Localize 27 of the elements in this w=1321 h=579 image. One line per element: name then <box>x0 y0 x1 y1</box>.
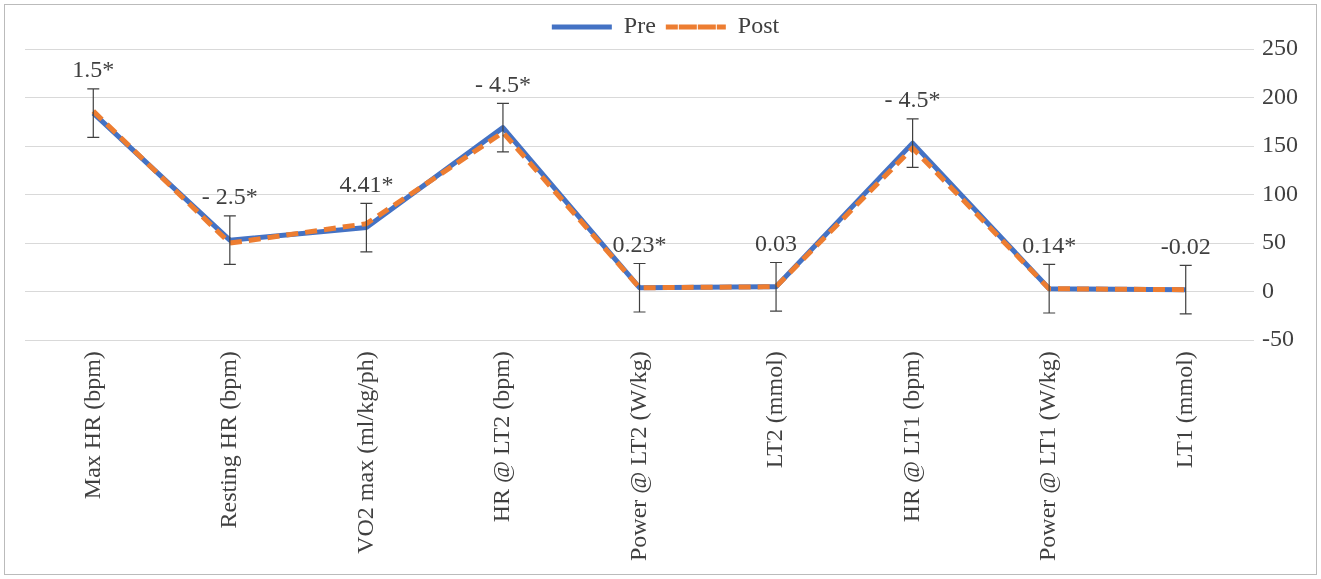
legend-label: Pre <box>623 12 656 39</box>
x-tick-label: LT1 (mmol) <box>1171 351 1198 469</box>
x-tick-label: Power @ LT1 (W/kg) <box>1034 351 1061 562</box>
x-tick-label: Power @ LT2 (W/kg) <box>624 351 651 562</box>
annotation: 0.14* <box>1022 231 1077 258</box>
annotation: 4.41* <box>339 170 394 197</box>
annotation: - 4.5* <box>474 70 531 97</box>
y-tick-label: 0 <box>1262 276 1274 303</box>
y-tick-label: 150 <box>1262 131 1298 158</box>
x-tick-label: HR @ LT1 (bpm) <box>897 351 924 523</box>
x-tick-label: Max HR (bpm) <box>78 351 105 500</box>
x-tick-label: HR @ LT2 (bpm) <box>488 351 515 523</box>
legend-label: Post <box>737 12 780 39</box>
annotation: 0.23* <box>612 230 667 257</box>
x-tick-label: Resting HR (bpm) <box>215 351 242 529</box>
y-tick-label: -50 <box>1262 325 1294 352</box>
annotation: - 2.5* <box>201 183 258 210</box>
x-tick-label: VO2 max (ml/kg/ph) <box>351 351 378 554</box>
annotation: 0.03 <box>755 229 798 256</box>
annotation: - 4.5* <box>884 86 941 113</box>
annotation: 1.5* <box>72 56 115 83</box>
y-tick-label: 200 <box>1262 82 1298 109</box>
y-tick-label: 100 <box>1262 179 1298 206</box>
annotation: -0.02 <box>1160 232 1211 259</box>
x-tick-label: LT2 (mmol) <box>761 351 788 469</box>
y-tick-label: 50 <box>1262 228 1286 255</box>
y-tick-label: 250 <box>1262 34 1298 61</box>
